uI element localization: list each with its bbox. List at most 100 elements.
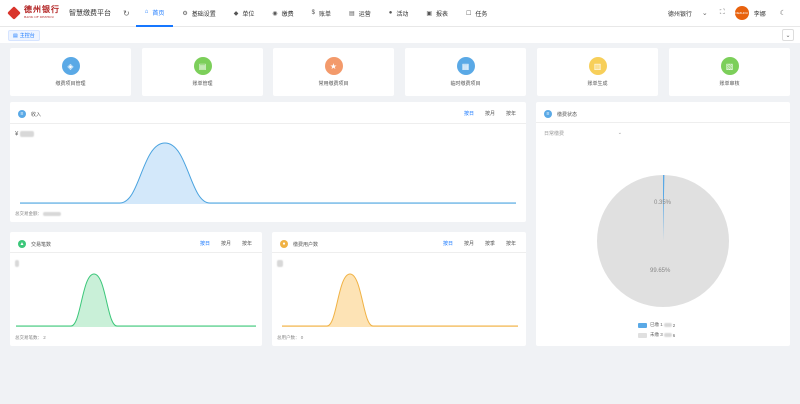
tab-revenue-day[interactable]: 按日 <box>463 111 474 117</box>
dashboard-icon: ▤ <box>13 32 18 39</box>
tab-users-year[interactable]: 按年 <box>505 241 516 247</box>
activity-icon: ● <box>388 10 393 16</box>
tab-txn-year[interactable]: 按年 <box>241 241 252 247</box>
txn-area-fill <box>16 274 256 327</box>
nav-item-label: 基础设置 <box>191 11 216 18</box>
nav-item-payment[interactable]: ◉ 缴费 <box>263 0 302 27</box>
revenue-title-text: 收入 <box>31 111 42 118</box>
txn-footnote-label: 总交易笔数： <box>15 335 42 340</box>
nav-item-bill[interactable]: $ 账单 <box>303 0 340 27</box>
txn-divider <box>10 252 262 253</box>
tab-users-quarter[interactable]: 按季 <box>484 241 495 247</box>
revenue-tabs: 按日 按月 按年 <box>453 110 516 117</box>
revenue-icon: ≡ <box>18 110 26 118</box>
quick-card-icon: ▦ <box>456 57 475 75</box>
revenue-area-chart <box>20 142 516 204</box>
revenue-footnote-label: 总交易金额： <box>15 211 42 216</box>
txn-value-redacted <box>15 260 19 267</box>
quick-card[interactable]: ▦ 临时缴费项目 <box>405 48 526 96</box>
users-area-fill <box>282 274 518 327</box>
users-area-chart <box>282 273 518 327</box>
nav-item-operation[interactable]: ▤ 运营 <box>340 0 380 27</box>
task-icon: ☐ <box>466 10 472 17</box>
tab-dropdown-button[interactable]: ⌄ <box>782 29 794 41</box>
revenue-value-redacted <box>20 131 35 137</box>
nav-item-home[interactable]: ⌂ 首页 <box>135 0 174 27</box>
quick-card-icon: ▤ <box>193 57 212 75</box>
bill-icon: $ <box>311 10 315 16</box>
tab-txn-month[interactable]: 按月 <box>220 241 231 247</box>
quick-card-icon: ▥ <box>588 57 607 75</box>
home-icon: ⌂ <box>144 9 149 15</box>
revenue-footnote: 总交易金额： <box>15 211 62 217</box>
quick-card[interactable]: ▧ 账单审核 <box>669 48 790 96</box>
users-panel: ● 缴费用户数 按日 按月 按季 按年 总用户数： 0 <box>272 232 526 346</box>
legend-paid[interactable]: 已缴 1 2 <box>638 322 675 328</box>
theme-toggle-icon[interactable]: ☾ <box>779 10 786 17</box>
logo-mark-icon <box>7 6 21 20</box>
tab-users-day[interactable]: 按日 <box>442 241 453 247</box>
legend-paid-value: 2 <box>672 322 676 328</box>
users-value <box>277 260 283 267</box>
bank-switcher[interactable]: 德州银行 <box>667 11 692 18</box>
logo-subtext: BANK OF DEZHOU <box>24 15 54 19</box>
nav-item-task[interactable]: ☐ 任务 <box>457 0 496 27</box>
legend-paid-label: 已缴 1 <box>650 322 663 327</box>
txn-icon: ▲ <box>18 240 26 248</box>
status-type-select[interactable]: 日常缴费 ⌄ <box>544 130 622 137</box>
users-tabs: 按日 按月 按季 按年 <box>432 240 516 247</box>
legend-unpaid[interactable]: 未缴 3 6 <box>638 332 675 338</box>
nav-item-settings[interactable]: ⚙ 基础设置 <box>173 0 224 27</box>
nav-item-activity[interactable]: ● 活动 <box>380 0 418 27</box>
legend-unpaid-redacted <box>663 333 672 337</box>
pie-label-center: 99.65% <box>650 268 671 274</box>
tab-txn-day[interactable]: 按日 <box>199 241 210 247</box>
nav-item-unit[interactable]: ◆ 单位 <box>225 0 264 27</box>
revenue-value: ¥ <box>15 131 35 138</box>
quick-card[interactable]: ▤ 账单管理 <box>142 48 263 96</box>
tab-revenue-year[interactable]: 按年 <box>505 111 516 117</box>
select-chevron-icon: ⌄ <box>617 130 622 136</box>
page-tab-strip: ▤ 主控台 ⌄ <box>0 27 800 43</box>
quick-card[interactable]: ◈ 缴费项目管理 <box>10 48 131 96</box>
nav-item-label: 任务 <box>475 11 488 18</box>
currency-symbol: ¥ <box>15 131 19 138</box>
status-panel: ≡ 缴费状态 日常缴费 ⌄ 0.35% 99.65% 已缴 1 2 未缴 3 6 <box>536 102 790 346</box>
quick-card-label: 账单生成 <box>587 81 608 87</box>
quick-card-label: 临时缴费项目 <box>450 81 481 87</box>
settings-icon: ⚙ <box>182 10 188 17</box>
tab-dashboard[interactable]: ▤ 主控台 <box>8 30 40 41</box>
revenue-area-fill <box>20 143 516 204</box>
revenue-panel: ≡ 收入 按日 按月 按年 ¥ 总交易金额： <box>10 102 526 222</box>
report-icon: ▣ <box>426 10 433 17</box>
tab-revenue-month[interactable]: 按月 <box>484 111 495 117</box>
quick-card[interactable]: ▥ 账单生成 <box>537 48 658 96</box>
bank-logo[interactable]: 德州银行 BANK OF DEZHOU <box>7 5 60 21</box>
status-title: ≡ 缴费状态 <box>544 110 577 118</box>
quick-card[interactable]: ★ 常用缴费项目 <box>273 48 394 96</box>
quick-card-label: 缴费项目管理 <box>55 81 86 87</box>
refresh-icon[interactable]: ↻ <box>123 8 130 18</box>
txn-tabs: 按日 按月 按年 <box>189 240 252 247</box>
tab-users-month[interactable]: 按月 <box>463 241 474 247</box>
nav-item-label: 活动 <box>396 11 409 18</box>
nav-item-label: 运营 <box>358 11 371 18</box>
avatar[interactable]: DEZHOU <box>734 6 749 20</box>
txn-title: ▲ 交易笔数 <box>18 240 51 248</box>
revenue-title: ≡ 收入 <box>18 110 41 118</box>
transaction-panel: ▲ 交易笔数 按日 按月 按年 总交易笔数： 2 <box>10 232 262 346</box>
main-nav: ⌂ 首页 ⚙ 基础设置 ◆ 单位 ◉ 缴费 $ 账单 ▤ 运营 ● 活动 ▣ 报表 ☐ 任务 <box>135 0 497 27</box>
app-title: 智慧缴费平台 <box>69 10 111 17</box>
quick-card-icon: ★ <box>324 57 343 75</box>
users-title: ● 缴费用户数 <box>280 240 318 248</box>
revenue-divider <box>10 123 526 124</box>
nav-item-label: 首页 <box>152 10 165 17</box>
quick-card-icon: ◈ <box>61 57 80 75</box>
nav-item-label: 缴费 <box>281 11 294 18</box>
user-name[interactable]: 李娜 <box>753 11 766 18</box>
fullscreen-icon[interactable]: ⛶ <box>719 9 725 16</box>
payment-icon: ◉ <box>272 10 278 17</box>
nav-item-report[interactable]: ▣ 报表 <box>417 0 457 27</box>
chevron-down-icon[interactable]: ⌄ <box>701 10 708 17</box>
status-select-value: 日常缴费 <box>544 131 565 137</box>
